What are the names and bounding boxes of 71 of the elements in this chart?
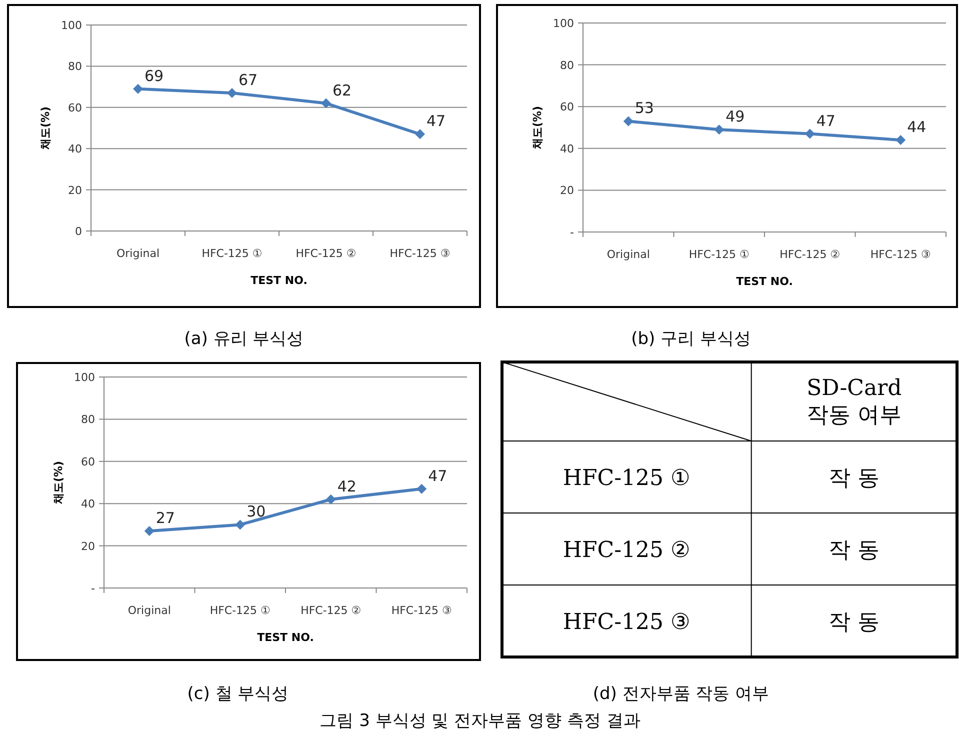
text: (a) 유리 부식성	[184, 329, 304, 349]
data-label: 49	[726, 108, 745, 126]
point	[416, 484, 427, 494]
y-tick-label: 20	[560, 184, 574, 198]
text: 작 동	[828, 466, 880, 491]
text: (b) 구리 부식성	[631, 329, 751, 349]
point	[235, 520, 246, 530]
x-tick-label: Original	[128, 604, 171, 617]
x-tick-label: HFC-125 ①	[202, 247, 262, 260]
y-axis-title: 채도(%)	[52, 460, 65, 506]
text: HFC-125 ②	[562, 538, 691, 563]
y-tick-label: 40	[560, 142, 574, 156]
y-tick-label: 60	[560, 100, 574, 114]
data-label: 69	[144, 66, 164, 85]
data-label: 42	[337, 477, 356, 496]
y-tick-label: 100	[74, 371, 95, 384]
y-tick-label: 80	[560, 58, 574, 72]
data-label: 62	[332, 81, 352, 100]
y-tick-label: -	[570, 226, 574, 239]
y-axis-title: 채도(%)	[531, 106, 544, 150]
y-tick-label: 80	[68, 60, 82, 74]
data-label: 67	[238, 70, 258, 89]
point	[415, 129, 425, 140]
point	[144, 526, 154, 536]
x-axis-title: TEST NO.	[250, 274, 308, 287]
data-label: 47	[426, 112, 446, 130]
text: HFC-125 ①	[562, 466, 691, 491]
data-label: 27	[156, 509, 175, 528]
point	[227, 88, 237, 98]
data-label: 53	[634, 99, 654, 118]
text: 작 동	[828, 538, 880, 563]
x-tick-label: HFC-125 ②	[296, 247, 356, 260]
data-label: 44	[907, 118, 926, 136]
point	[896, 135, 906, 146]
x-tick-label: Original	[606, 248, 650, 261]
y-axis-title: 채도(%)	[39, 106, 52, 151]
y-tick-label: 80	[81, 413, 95, 426]
y-tick-label: 20	[68, 184, 82, 197]
text: (d) 전자부품 작동 여부	[592, 684, 770, 704]
x-tick-label: Original	[116, 247, 160, 260]
text: (c) 철 부식성	[187, 684, 289, 704]
data-label: 30	[246, 502, 266, 521]
point	[326, 494, 336, 504]
x-tick-label: HFC-125 ①	[688, 248, 750, 261]
x-tick-label: HFC-125 ①	[210, 604, 271, 617]
data-label: 47	[816, 112, 836, 130]
y-tick-label: 100	[553, 17, 574, 30]
point	[804, 128, 815, 139]
x-tick-label: HFC-125 ③	[870, 248, 932, 261]
y-tick-label: 20	[81, 540, 95, 553]
x-tick-label: HFC-125 ②	[780, 248, 840, 261]
point	[133, 84, 143, 94]
text: 작 동	[828, 610, 880, 635]
x-axis-title: TEST NO.	[736, 275, 793, 288]
y-tick-label: 40	[81, 498, 95, 511]
x-axis-title: TEST NO.	[257, 631, 314, 644]
x-tick-label: HFC-125 ③	[390, 247, 450, 260]
point	[714, 124, 724, 135]
y-tick-label: 60	[68, 101, 82, 114]
point	[321, 98, 331, 108]
point	[623, 116, 634, 126]
y-tick-label: 40	[68, 142, 82, 156]
x-tick-label: HFC-125 ②	[300, 604, 362, 617]
x-tick-label: HFC-125 ③	[391, 604, 452, 617]
y-tick-label: 100	[61, 19, 82, 32]
text: SD-Card 작동 여부	[806, 376, 902, 428]
data-label: 47	[428, 466, 448, 485]
y-tick-label: -	[91, 582, 96, 595]
caption: 그림 3 부식성 및 전자부품 영향 측정 결과	[320, 711, 640, 731]
y-tick-label: 60	[81, 455, 95, 468]
y-tick-label: 0	[75, 225, 82, 238]
